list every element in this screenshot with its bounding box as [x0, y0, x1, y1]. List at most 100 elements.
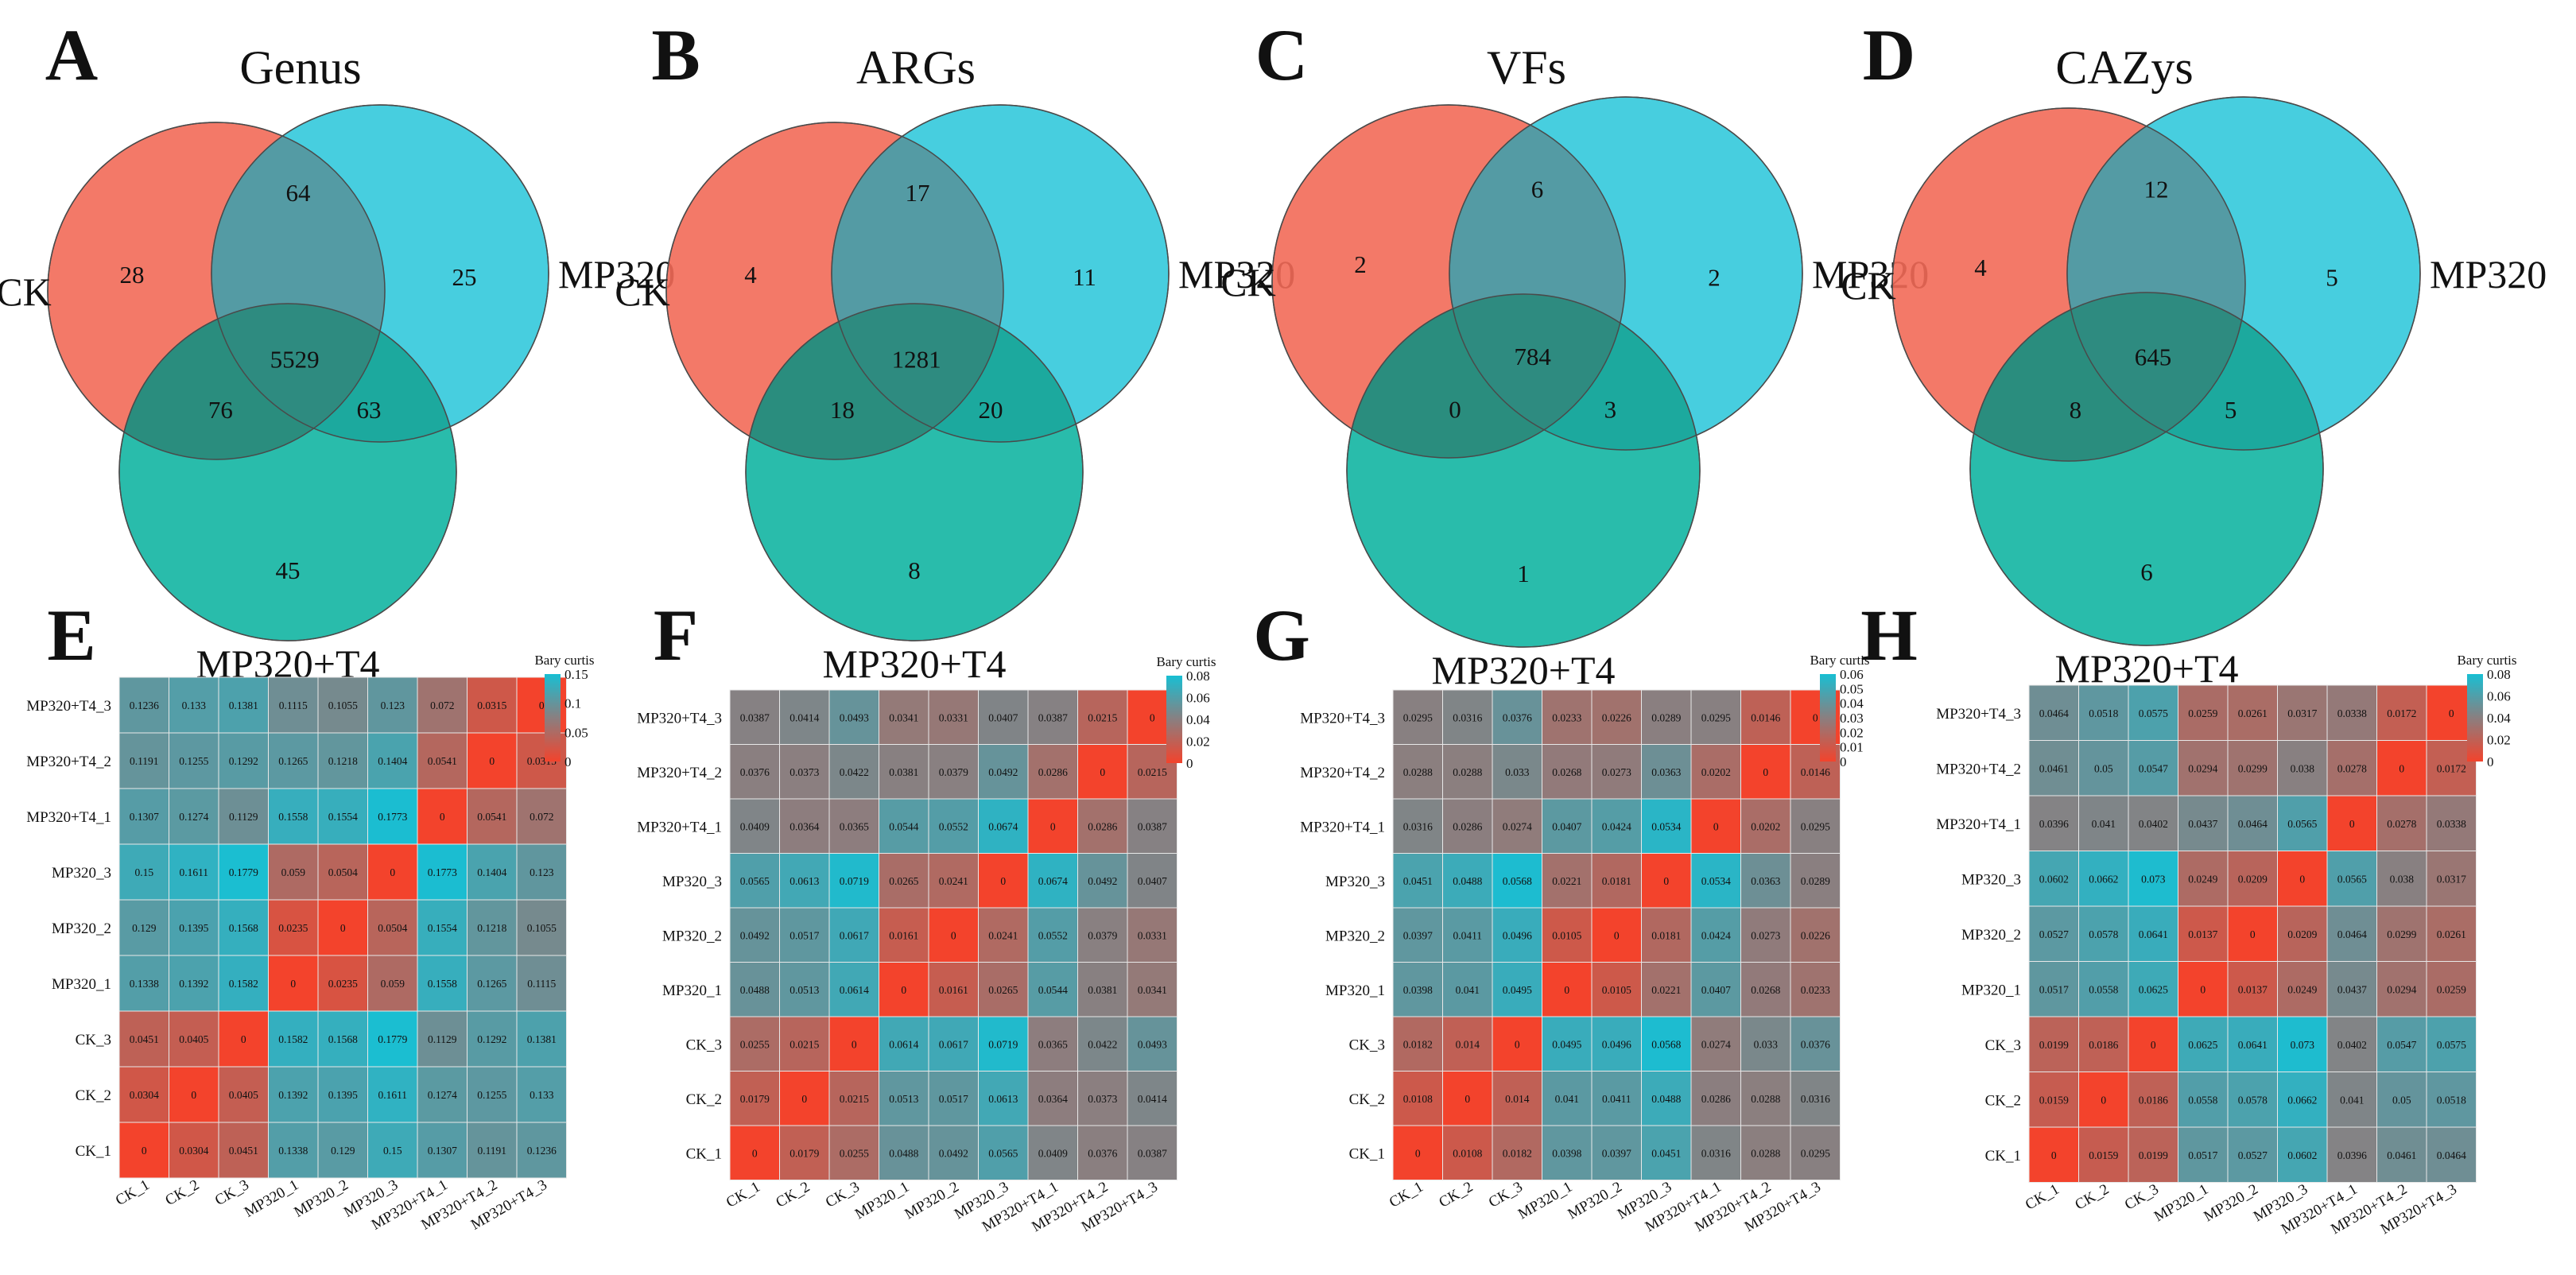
heatmap-cell-value: 0 — [752, 1147, 758, 1159]
heatmap-cell-value: 0 — [2250, 928, 2256, 940]
heatmap-cell-value: 0.0552 — [939, 820, 968, 832]
heatmap-cell-value: 0.05 — [2094, 762, 2113, 774]
heatmap-cell-value: 0.0146 — [1751, 711, 1780, 723]
legend-tick: 0.08 — [2487, 667, 2511, 682]
heatmap-cell — [1077, 689, 1128, 745]
heatmap-cell-value: 0 — [2051, 1149, 2057, 1161]
heatmap-cell — [1442, 798, 1493, 854]
heatmap-cell — [2326, 1016, 2377, 1072]
heatmap-cell-value: 0.0565 — [988, 1147, 1018, 1159]
heatmap-cell — [467, 843, 518, 901]
heatmap-cell-value: 0.0464 — [2039, 707, 2069, 719]
heatmap-cell-value: 0.0182 — [1503, 1147, 1532, 1159]
heatmap-cell — [1542, 962, 1593, 1017]
heatmap-cell — [467, 732, 518, 789]
heatmap-cell — [1127, 798, 1177, 854]
heatmap-cell-value: 0.0295 — [1403, 711, 1433, 723]
heatmap-panel-g: G 0.0295 0.0316 0.0376 0.0233 0.0226 0.0289 0.0… — [1253, 595, 1869, 1235]
venn-count-all: 1281 — [892, 346, 941, 374]
heatmap-cell — [828, 798, 879, 854]
heatmap-cell-value: 0.1255 — [179, 755, 208, 767]
heatmap-cell — [1027, 907, 1078, 963]
heatmap-cell — [928, 962, 979, 1017]
heatmap-row-label: CK_1 — [686, 1145, 722, 1162]
heatmap-cell — [2227, 961, 2278, 1017]
heatmap-cell — [2028, 961, 2079, 1017]
heatmap-cell-value: 0.0396 — [2039, 818, 2069, 830]
venn-count-ck-only: 4 — [1974, 254, 1987, 281]
heatmap-cell-value: 0.1568 — [328, 1033, 358, 1045]
heatmap-cell-value: 0.041 — [1456, 984, 1480, 996]
heatmap-cell-value: 0.0641 — [2238, 1039, 2268, 1051]
heatmap-cell-value: 0.0286 — [1453, 820, 1482, 832]
heatmap-cell-value: 0.0625 — [2188, 1039, 2217, 1051]
heatmap-col-label: MP320_1 — [242, 1176, 301, 1221]
heatmap-cell — [1492, 962, 1542, 1017]
heatmap-row-label: MP320+T4_2 — [1936, 761, 2021, 777]
heatmap-cell-value: 0.0304 — [179, 1145, 208, 1157]
heatmap-cell — [1740, 1071, 1791, 1126]
heatmap-cell-value: 0.0278 — [2387, 818, 2416, 830]
set-label-ck: CK — [615, 269, 669, 314]
heatmap-cell — [2078, 1072, 2129, 1128]
heatmap-cell — [2227, 740, 2278, 796]
heatmap-cell — [1790, 962, 1841, 1017]
heatmap-cell — [1027, 798, 1078, 854]
heatmap-cell-value: 0.0289 — [1801, 875, 1830, 887]
legend-tick: 0.06 — [1840, 667, 1864, 682]
heatmap-cell-value: 0 — [1050, 820, 1056, 832]
heatmap-cell-value: 0.072 — [530, 811, 553, 823]
heatmap-cell-value: 0.0719 — [840, 875, 869, 887]
heatmap-cell-value: 0.0492 — [939, 1147, 968, 1159]
heatmap-cell-value: 0.0338 — [2437, 818, 2466, 830]
heatmap-cell-value: 0.1554 — [328, 811, 358, 823]
venn-title: VFs — [1487, 41, 1566, 94]
heatmap-cell — [516, 843, 567, 901]
heatmap-cell — [2426, 905, 2477, 962]
heatmap-cell — [1027, 962, 1078, 1017]
heatmap-cell-value: 0.0407 — [1701, 984, 1731, 996]
heatmap-cell — [317, 676, 368, 734]
heatmap-cell-value: 0.033 — [1754, 1038, 1779, 1050]
heatmap-cell-value: 0.0376 — [740, 766, 770, 778]
heatmap-cell — [2028, 684, 2079, 741]
heatmap-cell-value: 0.0161 — [939, 984, 968, 996]
heatmap-cell-value: 0.0209 — [2287, 928, 2317, 940]
heatmap-cell — [1442, 744, 1493, 800]
heatmap-cell — [317, 732, 368, 789]
heatmap-cell-value: 0.0405 — [229, 1089, 258, 1101]
heatmap-cell-value: 0.0398 — [1403, 984, 1433, 996]
heatmap-cell-value: 0.014 — [1456, 1038, 1480, 1050]
heatmap-cell — [1591, 907, 1642, 963]
venn-count-mp320-t4: 5 — [2225, 396, 2237, 424]
heatmap-cell-value: 0.0488 — [740, 984, 770, 996]
heatmap-cell — [118, 1122, 169, 1179]
venn-count-mp320-only: 11 — [1073, 263, 1096, 291]
heatmap-cell — [2128, 740, 2178, 796]
heatmap-cell-value: 0.0488 — [889, 1147, 918, 1159]
heatmap-row-label: MP320+T4_2 — [26, 754, 111, 770]
heatmap-cell — [1690, 1016, 1741, 1072]
heatmap-cell — [467, 676, 518, 734]
heatmap-cell — [879, 744, 929, 800]
heatmap-cell-value: 0.0541 — [477, 811, 506, 823]
venn-panel-d: D CAZys CK MP320 MP320+T4 4 5 6 12 8 5 645 — [1841, 14, 2547, 691]
heatmap-cell — [2028, 1126, 2079, 1183]
heatmap-cell — [118, 676, 169, 734]
heatmap-cell-value: 0.0409 — [1038, 1147, 1068, 1159]
heatmap-cell-value: 0.0373 — [789, 766, 819, 778]
heatmap-cell-value: 0 — [901, 984, 906, 996]
heatmap-cell — [417, 1066, 467, 1123]
heatmap-cell-value: 0.0268 — [1552, 766, 1581, 778]
heatmap-cell — [2426, 961, 2477, 1017]
panel-letter: B — [651, 14, 700, 95]
heatmap-cell-value: 0.1558 — [278, 811, 308, 823]
heatmap-cell-value: 0.0235 — [328, 978, 358, 990]
heatmap-cell — [2178, 795, 2229, 851]
heatmap-cell-value: 0.0221 — [1651, 984, 1681, 996]
heatmap-cell-value: 0.0402 — [2139, 818, 2168, 830]
heatmap-cell — [218, 955, 269, 1012]
heatmap-cell-value: 0.0202 — [1751, 820, 1780, 832]
heatmap-cell-value: 0.0602 — [2039, 873, 2069, 885]
legend-tick: 0.02 — [1840, 725, 1864, 740]
